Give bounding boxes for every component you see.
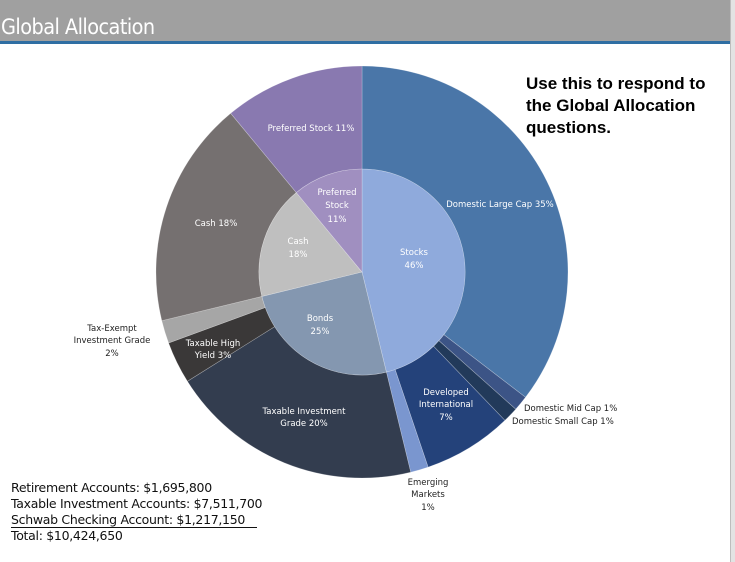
header-bar: [0, 0, 730, 41]
accounts-summary: Retirement Accounts: $1,695,800 Taxable …: [11, 480, 262, 544]
label-bonds: Bonds 25%: [307, 314, 334, 337]
svg-text:Stocks: Stocks: [400, 248, 429, 258]
svg-text:11%: 11%: [328, 215, 347, 225]
svg-text:Preferred: Preferred: [317, 188, 356, 198]
label-developed-international: Developed International 7%: [419, 388, 473, 423]
total-amount: Total: $10,424,650: [11, 528, 123, 543]
note-line-3: questions.: [526, 118, 612, 137]
svg-text:Yield 3%: Yield 3%: [194, 351, 231, 361]
svg-text:7%: 7%: [439, 413, 453, 423]
svg-text:Bonds: Bonds: [307, 314, 334, 324]
outer-ring: [155, 65, 569, 479]
svg-text:Investment Grade: Investment Grade: [74, 336, 151, 346]
svg-text:Grade 20%: Grade 20%: [280, 419, 328, 429]
inner-ring: [258, 168, 466, 376]
svg-text:Taxable High: Taxable High: [185, 339, 240, 349]
svg-text:25%: 25%: [311, 327, 330, 337]
segment-bonds: [261, 271, 387, 376]
label-large-cap: Domestic Large Cap 35%: [446, 200, 554, 210]
label-emerging-markets: Emerging Markets 1%: [408, 478, 449, 513]
label-preferred-inner: Preferred Stock 11%: [317, 188, 356, 225]
note-line-1: Use this to respond to: [526, 74, 706, 93]
segment-preferred-stock-inner: [295, 168, 363, 273]
label-cash-outer: Cash 18%: [195, 219, 238, 229]
label-stocks: Stocks 46%: [400, 248, 429, 271]
retirement-accounts: Retirement Accounts: $1,695,800: [11, 480, 212, 495]
instruction-note: Use this to respond to the Global Alloca…: [526, 73, 726, 139]
label-cash-inner: Cash 18%: [288, 237, 309, 260]
svg-text:18%: 18%: [289, 250, 308, 260]
label-taxable-investment-grade: Taxable Investment Grade 20%: [261, 407, 346, 429]
svg-text:International: International: [419, 400, 473, 410]
svg-text:Stock: Stock: [325, 201, 349, 211]
segment-stocks: [361, 168, 466, 373]
note-line-2: the Global Allocation: [526, 96, 696, 115]
svg-text:Taxable Investment: Taxable Investment: [261, 407, 346, 417]
svg-text:1%: 1%: [421, 503, 435, 513]
checking-account: Schwab Checking Account: $1,217,150: [11, 513, 258, 528]
taxable-accounts: Taxable Investment Accounts: $7,511,700: [11, 496, 263, 511]
label-taxable-high-yield: Taxable High Yield 3%: [185, 339, 240, 361]
svg-text:Cash: Cash: [288, 237, 309, 247]
window-edge: [730, 0, 735, 562]
svg-text:Tax-Exempt: Tax-Exempt: [86, 324, 137, 334]
svg-text:2%: 2%: [105, 349, 119, 359]
label-mid-cap: Domestic Mid Cap 1%: [524, 404, 617, 414]
svg-text:Developed: Developed: [423, 388, 469, 398]
label-tax-exempt: Tax-Exempt Investment Grade 2%: [74, 324, 151, 359]
svg-text:Emerging: Emerging: [408, 478, 449, 488]
svg-text:46%: 46%: [405, 261, 424, 271]
svg-text:Markets: Markets: [411, 490, 445, 500]
label-preferred-outer: Preferred Stock 11%: [268, 124, 355, 134]
page-title: Global Allocation: [1, 15, 155, 39]
header-underline: [0, 41, 730, 44]
segment-cash-inner: [258, 192, 363, 297]
label-small-cap: Domestic Small Cap 1%: [512, 417, 614, 427]
